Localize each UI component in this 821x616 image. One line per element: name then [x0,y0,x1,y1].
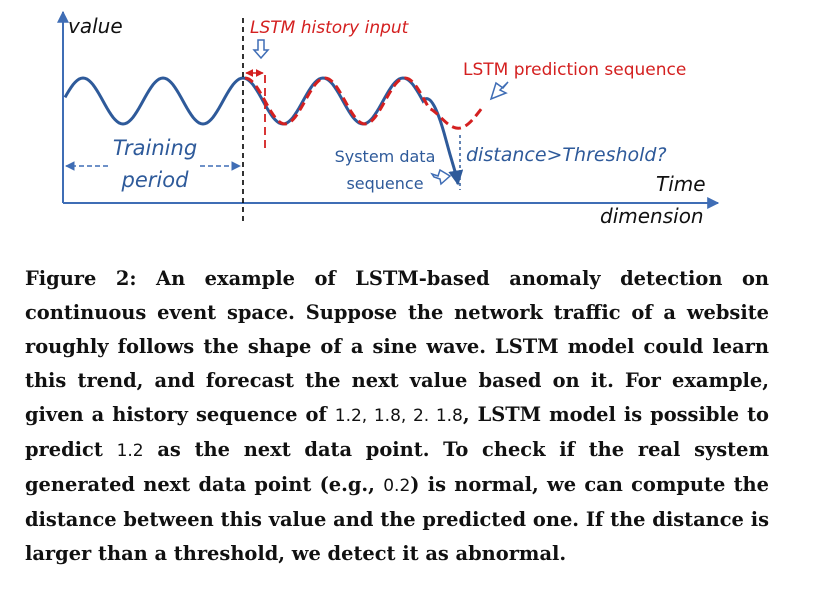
caption-text-1: Figure 2: An example of LSTM-based anoma… [25,267,769,426]
training-label-line1: Training [113,136,197,160]
prediction-callout-arrow-icon [489,81,509,101]
caption-text-4: ) is normal, we can compute the distance… [25,473,769,565]
system-callout-arrow-icon [430,168,452,186]
caption-text-3: as the next data point. To check if the … [25,438,769,496]
distance-threshold-label: distance>Threshold? [466,144,667,166]
x-axis-label-time: Time [656,172,706,196]
lstm-anomaly-diagram: value Time dimension Training period LST… [57,10,720,228]
history-callout-arrow-icon [252,39,270,60]
prediction-sequence-label: LSTM prediction sequence [463,60,686,80]
history-input-label: LSTM history input [250,18,410,38]
caption-text-2: , LSTM model is possible to predict [25,403,769,461]
prediction-curve [244,76,484,130]
caption-observed-value: 0.2 [383,476,411,496]
figure-caption: Figure 2: An example of LSTM-based anoma… [25,262,769,571]
y-axis-label: value [68,14,123,38]
training-label-line2: period [121,168,190,192]
x-axis-label-dimension: dimension [600,204,704,228]
system-data-label-line1: System data [335,147,436,166]
caption-predicted-value: 1.2 [116,441,144,461]
system-data-label-line2: sequence [346,174,423,193]
caption-sequence-values: 1.2, 1.8, 2. 1.8 [334,406,463,426]
